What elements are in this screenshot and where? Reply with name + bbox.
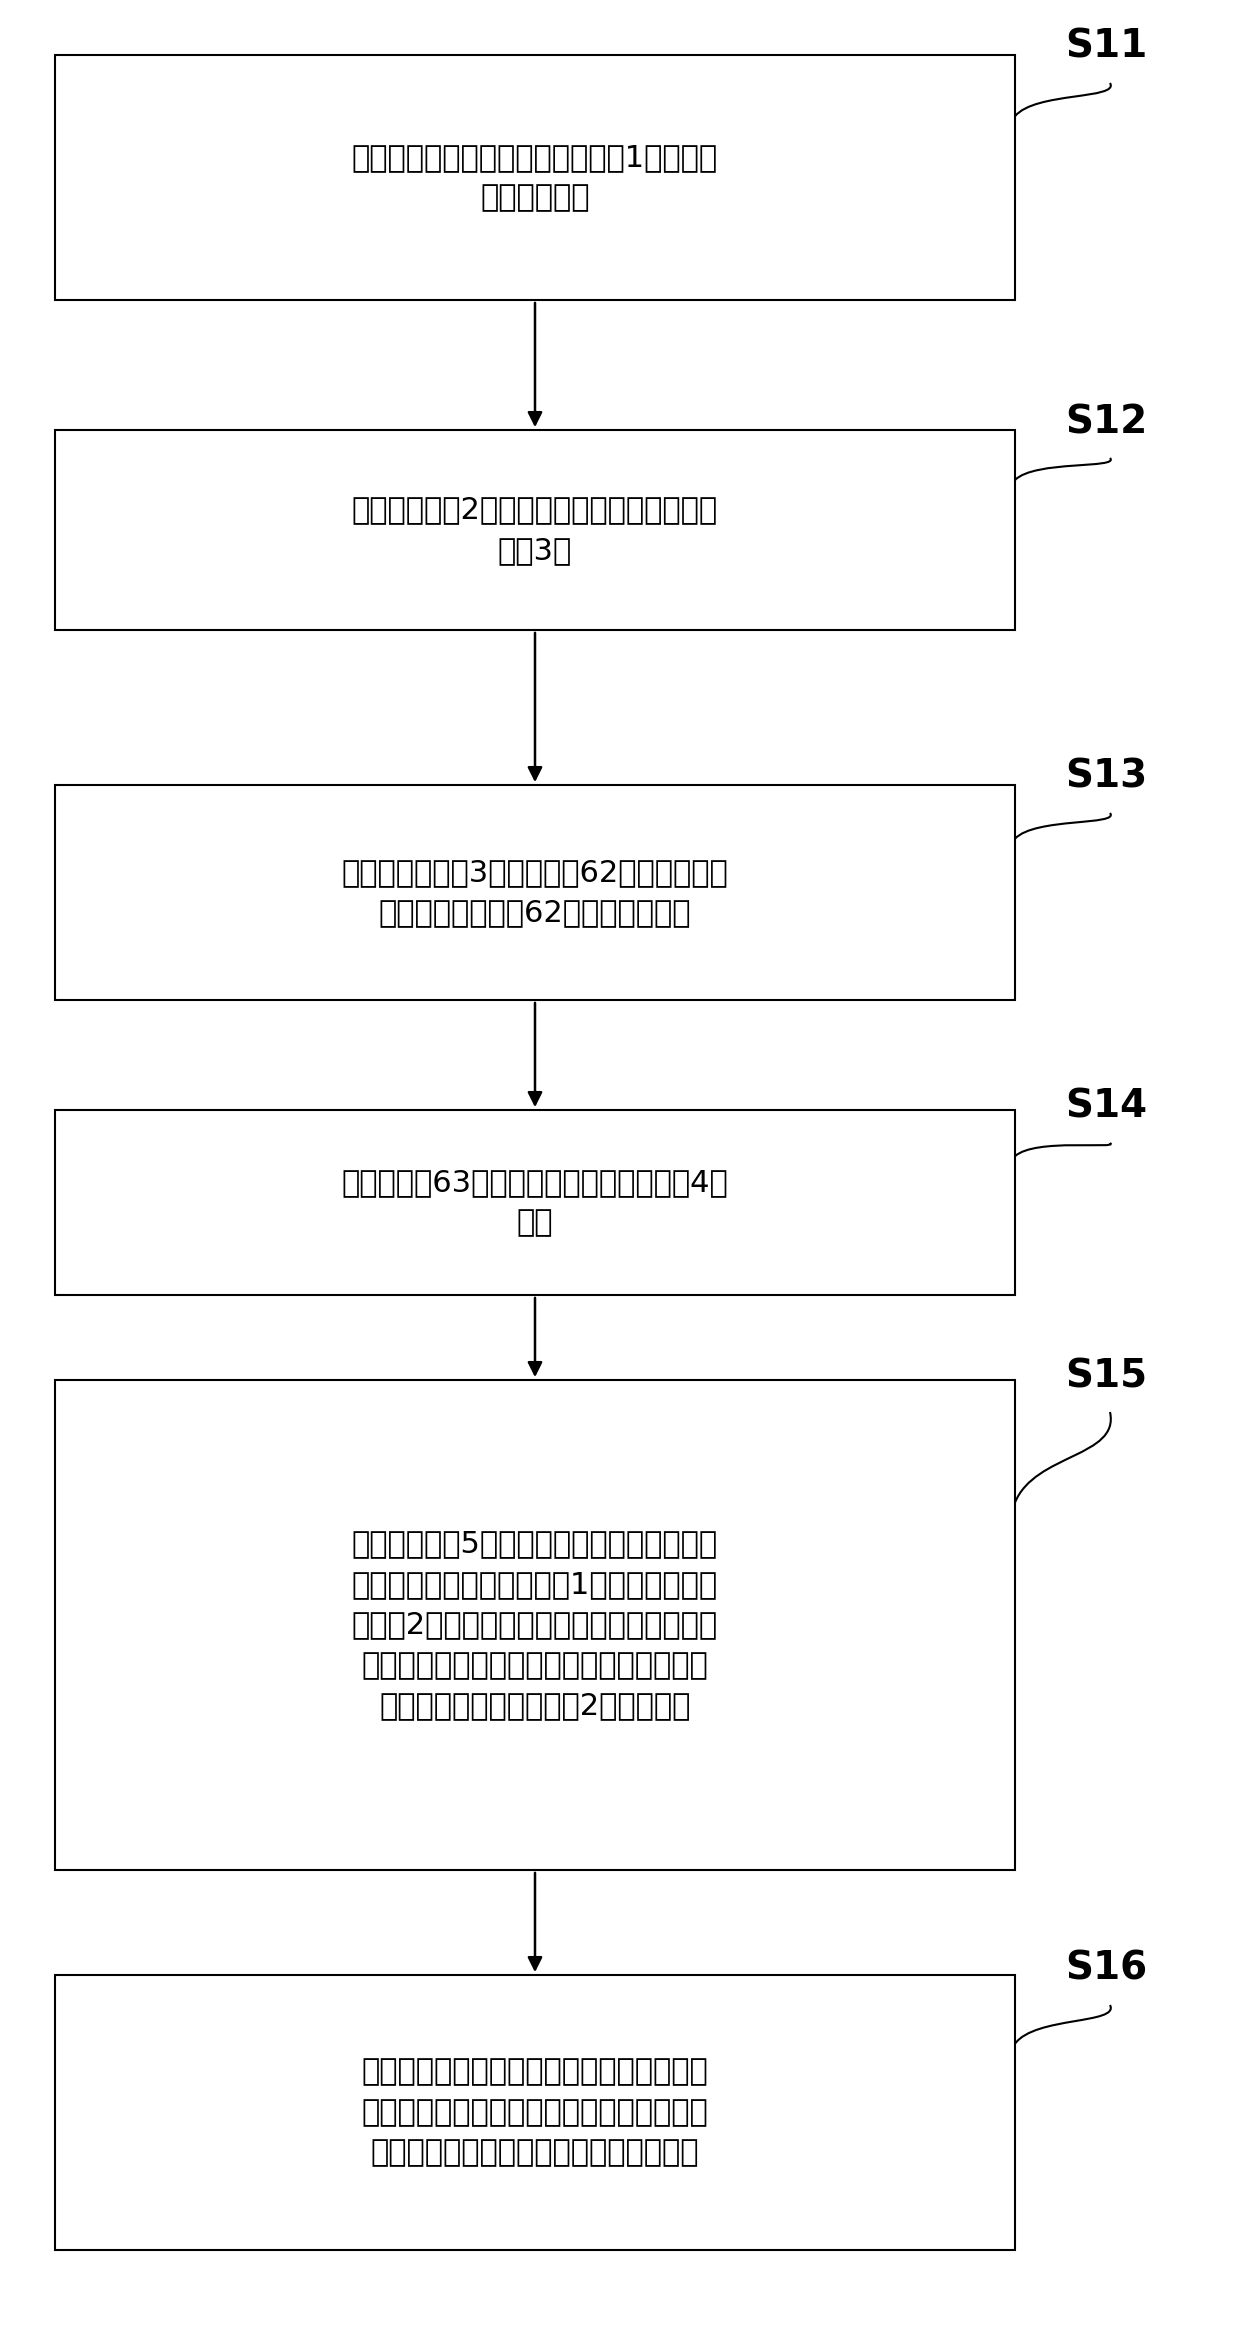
Bar <box>55 786 1016 1001</box>
Bar <box>55 1379 1016 1870</box>
Text: S11: S11 <box>1065 28 1147 65</box>
Bar <box>55 430 1016 629</box>
Bar <box>55 56 1016 299</box>
Text: 通过放大模块2放大干扰信号，注入到感性耦
合钳3中: 通过放大模块2放大干扰信号，注入到感性耦 合钳3中 <box>352 496 718 566</box>
Text: S12: S12 <box>1065 402 1147 442</box>
Text: S16: S16 <box>1065 1950 1147 1987</box>
Bar <box>55 1976 1016 2249</box>
Text: 记录测量模块5上采集到的测量值，用欧姆定
律换算后，调节信号发生器1的输出，调节放
大模块2的输出功率，以获得目标试验电平所
需的前向功率，使干扰电流达到既定的: 记录测量模块5上采集到的测量值，用欧姆定 律换算后，调节信号发生器1的输出，调节… <box>352 1529 718 1721</box>
Text: S15: S15 <box>1065 1356 1147 1396</box>
Bar <box>55 1111 1016 1295</box>
Text: 按照设定的频率步进，在起始频率的基础上
进行迭代，设置其余校验频率点，重复上述
测试过程，直至达到终止频率后停止输出: 按照设定的频率步进，在起始频率的基础上 进行迭代，设置其余校验频率点，重复上述 … <box>362 2057 708 2167</box>
Text: 经过感性耦合钳3与传输探针62之间的磁感应
耦合，在传输探针62上产生感应电流: 经过感性耦合钳3与传输探针62之间的磁感应 耦合，在传输探针62上产生感应电流 <box>342 858 728 928</box>
Text: S13: S13 <box>1065 758 1147 795</box>
Text: 选择测试频率点，设置信号发生器1输出交流
信号激励电平: 选择测试频率点，设置信号发生器1输出交流 信号激励电平 <box>352 143 718 213</box>
Text: S14: S14 <box>1065 1087 1147 1127</box>
Text: 使用短路帽63连接形成回路，在匹配模块4处
消耗: 使用短路帽63连接形成回路，在匹配模块4处 消耗 <box>342 1167 728 1237</box>
